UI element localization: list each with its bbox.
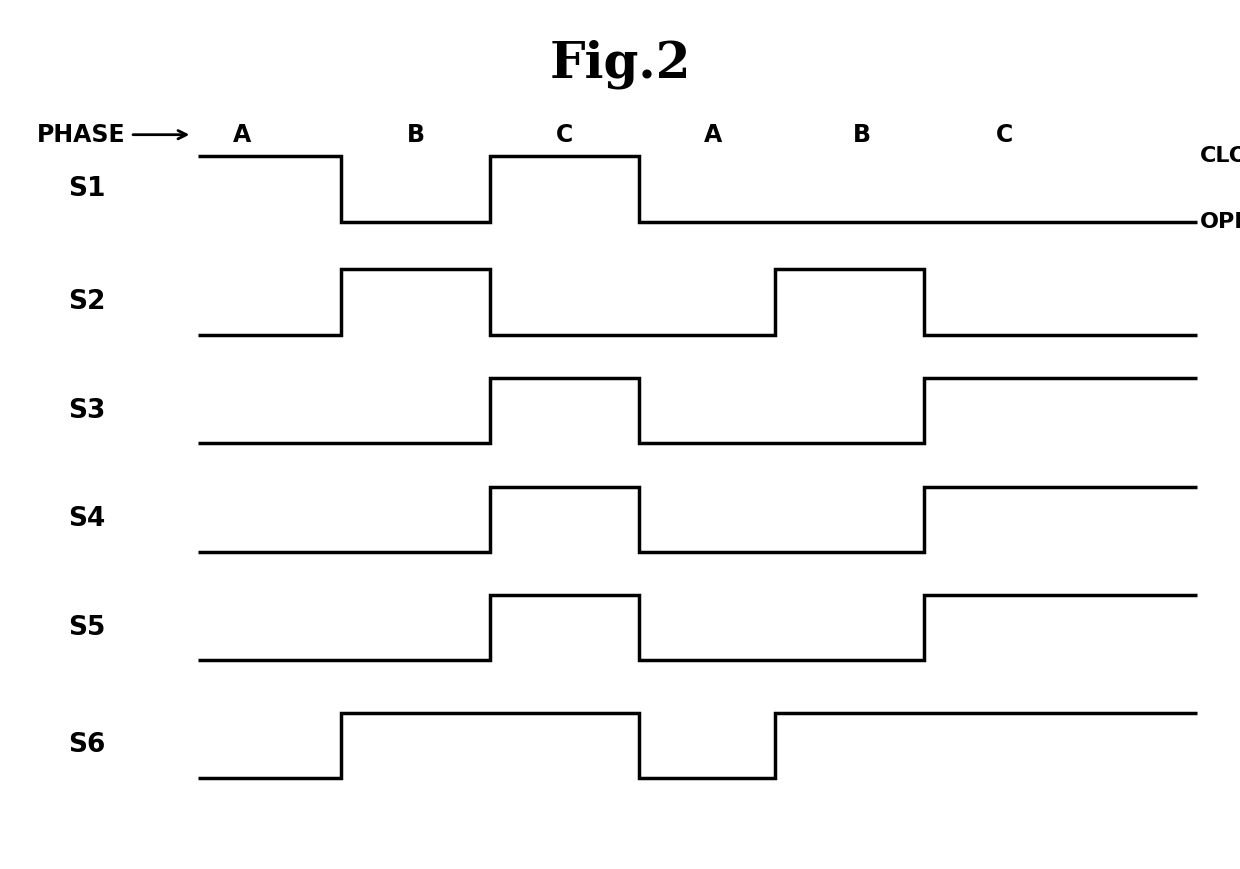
- Text: S2: S2: [68, 289, 105, 315]
- Text: A: A: [704, 123, 722, 147]
- Text: A: A: [233, 123, 250, 147]
- Text: OPEN: OPEN: [1200, 211, 1240, 232]
- Text: Fig.2: Fig.2: [549, 39, 691, 89]
- Text: B: B: [853, 123, 870, 147]
- Text: S1: S1: [68, 176, 105, 202]
- Text: C: C: [996, 123, 1013, 147]
- Text: CLOSED: CLOSED: [1200, 146, 1240, 167]
- Text: S5: S5: [68, 615, 105, 640]
- Text: S6: S6: [68, 733, 105, 758]
- Text: S3: S3: [68, 398, 105, 423]
- Text: B: B: [407, 123, 424, 147]
- Text: S4: S4: [68, 507, 105, 532]
- Text: PHASE: PHASE: [37, 123, 125, 147]
- Text: C: C: [556, 123, 573, 147]
